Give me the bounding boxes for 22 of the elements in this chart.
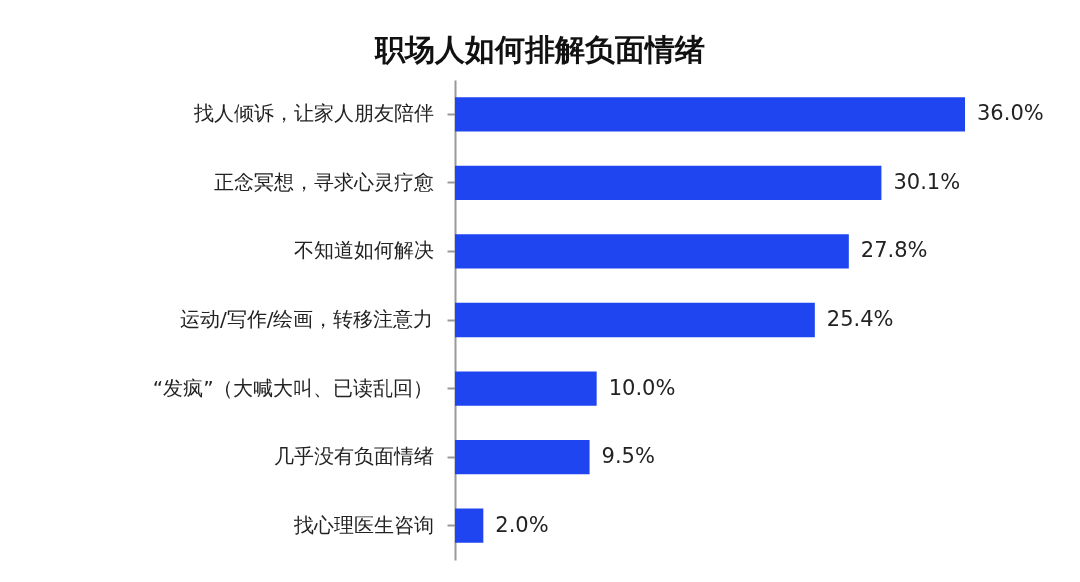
- y-tick-label: 找心理医生咨询: [292, 512, 434, 537]
- bar: [455, 440, 590, 475]
- bar: [455, 371, 597, 406]
- y-tick-label: 找人倾诉，让家人朋友陪伴: [192, 101, 434, 126]
- data-label: 2.0%: [495, 512, 549, 537]
- bar: [455, 302, 815, 338]
- data-label: 10.0%: [608, 375, 676, 400]
- y-tick-label: 几乎没有负面情绪: [273, 444, 434, 469]
- data-label: 9.5%: [601, 444, 655, 469]
- bar: [455, 508, 484, 543]
- bar: [455, 165, 882, 200]
- y-tick-label: 运动/写作/绘画，转移注意力: [180, 307, 434, 331]
- y-tick-label: 不知道如何解决: [293, 238, 434, 263]
- data-label: 25.4%: [826, 307, 894, 331]
- data-label: 36.0%: [977, 101, 1044, 126]
- data-label: 30.1%: [893, 169, 961, 194]
- data-label: 27.8%: [860, 238, 928, 263]
- y-tick-label: 正念冥想，寻求心灵疗愈: [213, 169, 434, 194]
- bar: [455, 97, 965, 132]
- y-tick-label: “发疯”（大喊大叫、已读乱回）: [152, 375, 434, 400]
- chart-title: 职场人如何排解负面情绪: [374, 32, 705, 67]
- bar: [455, 234, 849, 269]
